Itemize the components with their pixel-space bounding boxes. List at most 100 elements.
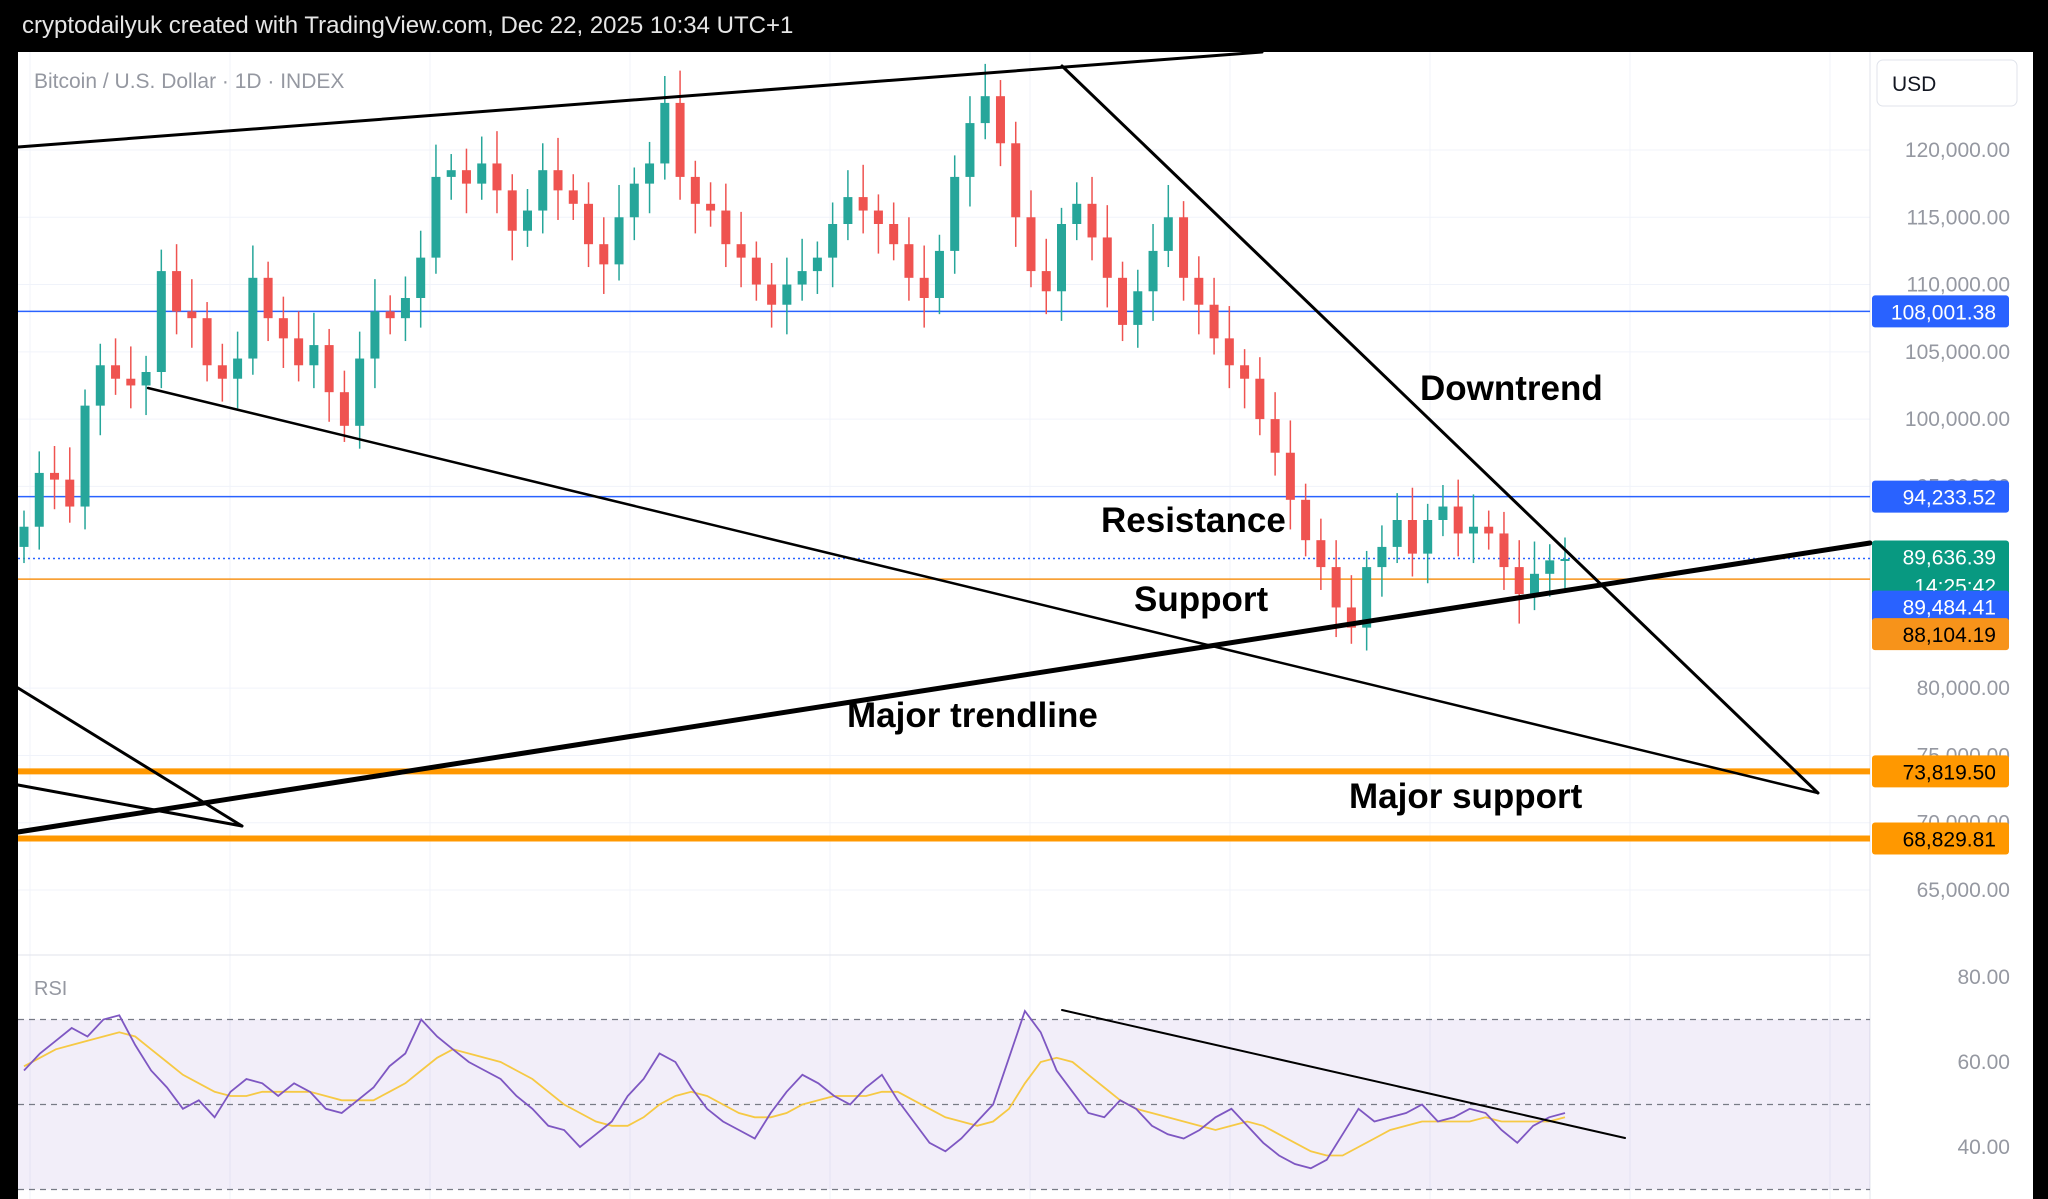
price-tick-label: 80,000.00 [1917, 677, 2010, 700]
candle-body [1377, 546, 1387, 568]
rsi-tick-label: 80.00 [1957, 966, 2010, 989]
candle-body [1118, 277, 1128, 325]
channel-top-trendline [16, 50, 1264, 149]
candle-body [1163, 217, 1173, 251]
major-support-label: Major support [1349, 777, 1583, 816]
candle-body [1514, 567, 1524, 594]
candle-body [1545, 560, 1555, 574]
candle-body [1148, 250, 1158, 292]
candle-body [1240, 365, 1250, 379]
candle-body [889, 224, 899, 245]
candle-body [141, 372, 151, 386]
price-tag-label: 108,001.38 [1891, 301, 1996, 324]
candle-body [1499, 533, 1509, 568]
candle-body [828, 224, 838, 258]
candle-body [721, 210, 731, 245]
candle-body [385, 311, 395, 319]
candle-body [1133, 291, 1143, 325]
candle-body [873, 210, 883, 224]
candle-body [614, 217, 624, 265]
candle-body [1331, 567, 1341, 608]
price-tick-label: 110,000.00 [1906, 274, 2010, 297]
candle-body [416, 257, 426, 298]
candle-body [858, 197, 868, 211]
candle-body [400, 298, 410, 319]
price-tick-label: 100,000.00 [1905, 408, 2010, 431]
candle-body [1224, 338, 1234, 366]
support-label: Support [1134, 580, 1268, 619]
candle-body [1194, 277, 1204, 305]
candle-body [1270, 419, 1280, 453]
candle-body [767, 284, 777, 305]
price-tick-label: 115,000.00 [1906, 206, 2010, 229]
candle-body [1179, 217, 1189, 278]
lower-channel-trendline [146, 386, 1820, 795]
candle-body [1407, 520, 1417, 554]
candle-body [34, 472, 44, 527]
candle-body [950, 176, 960, 251]
candle-body [1392, 520, 1402, 547]
price-tag-label: 94,233.52 [1903, 487, 1996, 510]
price-tag-label: 73,819.50 [1903, 761, 1996, 784]
candle-body [187, 311, 197, 319]
candle-body [50, 472, 60, 480]
candle-body [660, 102, 670, 164]
left-descending-line-2 [16, 783, 244, 828]
candle-body [339, 392, 349, 426]
candle-body [965, 123, 975, 177]
candle-body [1026, 217, 1036, 272]
candle-body [278, 318, 288, 339]
candle-body [995, 96, 1005, 144]
candle-body [1041, 271, 1051, 292]
candle-body [1285, 452, 1295, 500]
candle-body [95, 365, 105, 406]
major-trendline [15, 540, 1873, 835]
candle-body [522, 210, 532, 231]
price-tag [1872, 540, 2009, 603]
rsi-line [23, 1009, 1566, 1170]
candle-body [1560, 559, 1570, 562]
candle-body [584, 203, 594, 245]
attribution-header: cryptodailyuk created with TradingView.c… [22, 12, 794, 39]
candle-body [690, 176, 700, 204]
downtrend-label: Downtrend [1420, 369, 1603, 408]
candle-body [370, 311, 380, 359]
candle-body [797, 271, 807, 285]
candle-body [492, 163, 502, 191]
downtrend-line [1060, 64, 1820, 795]
candle-body [1301, 499, 1311, 541]
price-tag [1872, 755, 2009, 788]
candle-body [904, 244, 914, 278]
candle-body [431, 176, 441, 258]
candle-body [1423, 520, 1433, 554]
candle-body [217, 365, 227, 379]
candle-body [1057, 224, 1067, 292]
chart-area[interactable] [18, 52, 2033, 1199]
candle-body [1072, 203, 1082, 224]
symbol-title: Bitcoin / U.S. Dollar · 1D · INDEX [34, 70, 344, 93]
candle-body [172, 271, 182, 312]
price-tag [1872, 822, 2009, 855]
candle-body [568, 190, 578, 204]
rsi-tick-label: 60.00 [1957, 1051, 2010, 1074]
candle-body [629, 183, 639, 218]
candle-body [1209, 304, 1219, 339]
rsi-tick-label: 40.00 [1957, 1136, 2010, 1159]
candle-body [233, 358, 243, 379]
rsi-ma-line [23, 1031, 1566, 1157]
price-tag-label: 88,104.19 [1903, 624, 1996, 647]
candle-body [80, 405, 90, 507]
candle-body [1362, 567, 1372, 628]
price-tag-label: 89,636.39 [1903, 547, 1996, 570]
major-trendline-label: Major trendline [847, 696, 1098, 735]
candle-body [706, 203, 716, 211]
candle-body [1468, 526, 1478, 534]
candle-body [736, 244, 746, 258]
candle-body [645, 163, 655, 184]
candle-body [599, 244, 609, 265]
price-tag [1872, 618, 2009, 651]
candle-body [1453, 506, 1463, 534]
candle-body [1316, 540, 1326, 568]
